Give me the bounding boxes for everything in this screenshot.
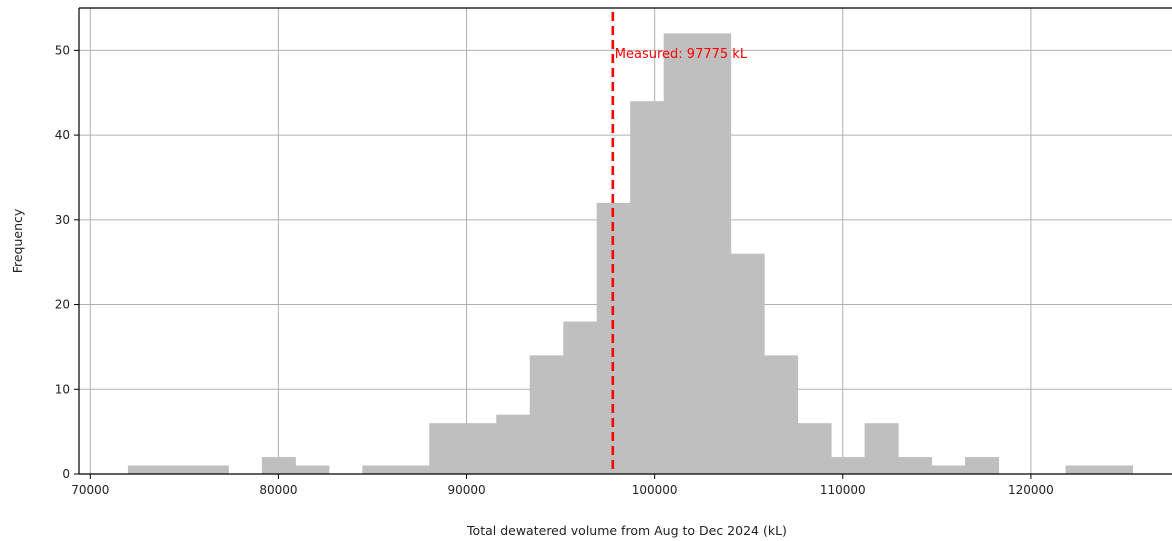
y-tick-label: 10	[55, 382, 70, 396]
y-tick-label: 30	[55, 213, 70, 227]
histogram-bar	[764, 355, 799, 474]
x-tick-label: 120000	[1008, 483, 1054, 497]
annotations: Measured: 97775 kL	[611, 12, 748, 474]
x-tick-label: 100000	[632, 483, 678, 497]
histogram-bar	[1065, 465, 1100, 474]
y-tick-label: 50	[55, 43, 70, 57]
histogram-bar	[630, 101, 665, 474]
histogram-bar	[362, 465, 397, 474]
histogram-bar	[127, 465, 162, 474]
histogram-bar	[295, 465, 330, 474]
x-tick-label: 110000	[820, 483, 866, 497]
x-tick-label: 80000	[259, 483, 297, 497]
x-axis-label: Total dewatered volume from Aug to Dec 2…	[466, 523, 787, 538]
x-tick-label: 70000	[71, 483, 109, 497]
histogram-bars	[127, 33, 1133, 474]
histogram-bar	[429, 423, 464, 474]
histogram-bar	[831, 457, 866, 474]
histogram-bar	[194, 465, 229, 474]
histogram-bar	[395, 465, 430, 474]
histogram-bar	[730, 253, 765, 474]
histogram-bar	[462, 423, 497, 474]
x-tick-label: 90000	[447, 483, 485, 497]
histogram-bar	[496, 414, 531, 474]
histogram-bar	[864, 423, 899, 474]
histogram-bar	[563, 321, 598, 474]
histogram-bar	[663, 33, 698, 474]
histogram-bar	[898, 457, 933, 474]
histogram-bar	[931, 465, 966, 474]
histogram-bar	[797, 423, 832, 474]
y-axis-ticks: 0 10 20 30 40 50	[55, 43, 79, 481]
y-tick-label: 0	[62, 467, 70, 481]
histogram-bar	[1099, 465, 1133, 474]
histogram-bar	[161, 465, 196, 474]
y-tick-label: 20	[55, 298, 70, 312]
measured-value-label: Measured: 97775 kL	[615, 47, 748, 62]
histogram-bar	[261, 457, 296, 474]
histogram-bar	[529, 355, 564, 474]
histogram-bar	[697, 33, 732, 474]
y-axis-label: Frequency	[10, 208, 25, 273]
y-tick-label: 40	[55, 128, 70, 142]
histogram-bar	[965, 457, 1000, 474]
x-axis-ticks: 70000 80000 90000 100000 110000 120000	[71, 474, 1054, 497]
axes-frame	[78, 7, 1172, 475]
